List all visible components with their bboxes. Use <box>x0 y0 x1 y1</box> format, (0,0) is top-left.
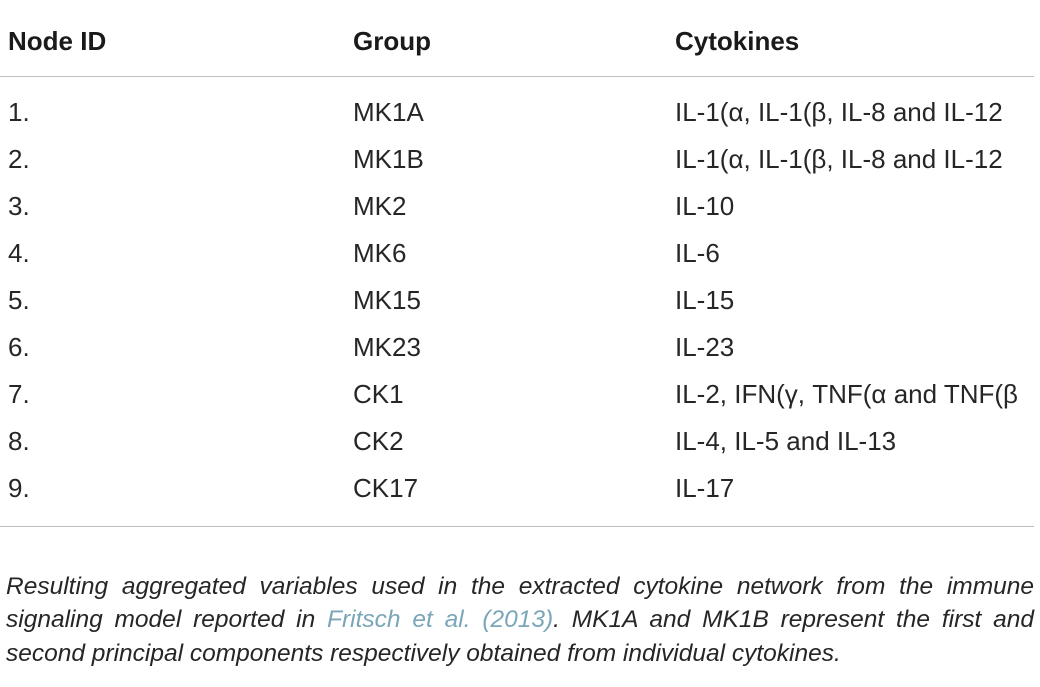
caption-text-before: Resulting aggregated variables used in t… <box>6 572 1034 634</box>
header-cytokines: Cytokines <box>675 26 800 56</box>
cell-group: MK2 <box>353 191 407 221</box>
table-row: 7. CK1 IL-2, IFN(γ, TNF(α and TNF(β <box>0 359 1034 409</box>
cell-cytokines: IL-1(α, IL-1(β, IL-8 and IL-12 <box>675 97 1003 127</box>
cell-group: MK1B <box>353 144 424 174</box>
cell-group: MK6 <box>353 238 407 268</box>
table-row: 2. MK1B IL-1(α, IL-1(β, IL-8 and IL-12 <box>0 124 1034 174</box>
table-body: 1. MK1A IL-1(α, IL-1(β, IL-8 and IL-12 2… <box>0 77 1034 527</box>
table-row: 4. MK6 IL-6 <box>0 218 1034 268</box>
table-caption: Resulting aggregated variables used in t… <box>6 570 1034 671</box>
header-node-id: Node ID <box>8 26 107 56</box>
cell-node-id: 9. <box>8 473 30 503</box>
cell-group: CK2 <box>353 426 404 456</box>
cell-group: CK17 <box>353 473 419 503</box>
cytokine-table: Node ID Group Cytokines 1. MK1A IL-1(α, … <box>0 0 1034 527</box>
caption-text-after: . MK1A and MK1B represent the first and … <box>6 606 1034 667</box>
table-row: 9. CK17 IL-17 <box>0 453 1034 503</box>
cell-cytokines: IL-17 <box>675 473 735 503</box>
cell-group: MK15 <box>353 285 421 315</box>
citation-link[interactable]: Fritsch et al. (2013) <box>327 606 554 633</box>
cell-cytokines: IL-23 <box>675 332 735 362</box>
cell-cytokines: IL-6 <box>675 238 720 268</box>
table-header-row: Node ID Group Cytokines <box>0 0 1034 77</box>
cell-group: MK23 <box>353 332 421 362</box>
cell-node-id: 5. <box>8 285 30 315</box>
cell-cytokines: IL-15 <box>675 285 735 315</box>
table-row: 3. MK2 IL-10 <box>0 171 1034 221</box>
cell-node-id: 1. <box>8 97 30 127</box>
cell-node-id: 8. <box>8 426 30 456</box>
header-group: Group <box>353 26 431 56</box>
cell-cytokines: IL-2, IFN(γ, TNF(α and TNF(β <box>675 379 1018 409</box>
cell-cytokines: IL-4, IL-5 and IL-13 <box>675 426 897 456</box>
table-row: 8. CK2 IL-4, IL-5 and IL-13 <box>0 406 1034 456</box>
table-row: 5. MK15 IL-15 <box>0 265 1034 315</box>
cell-group: CK1 <box>353 379 404 409</box>
cell-cytokines: IL-10 <box>675 191 735 221</box>
table-row: 6. MK23 IL-23 <box>0 312 1034 362</box>
cell-node-id: 3. <box>8 191 30 221</box>
cell-node-id: 4. <box>8 238 30 268</box>
cell-node-id: 7. <box>8 379 30 409</box>
table-row: 1. MK1A IL-1(α, IL-1(β, IL-8 and IL-12 <box>0 77 1034 127</box>
cell-group: MK1A <box>353 97 424 127</box>
cell-node-id: 6. <box>8 332 30 362</box>
cell-node-id: 2. <box>8 144 30 174</box>
cell-cytokines: IL-1(α, IL-1(β, IL-8 and IL-12 <box>675 144 1003 174</box>
